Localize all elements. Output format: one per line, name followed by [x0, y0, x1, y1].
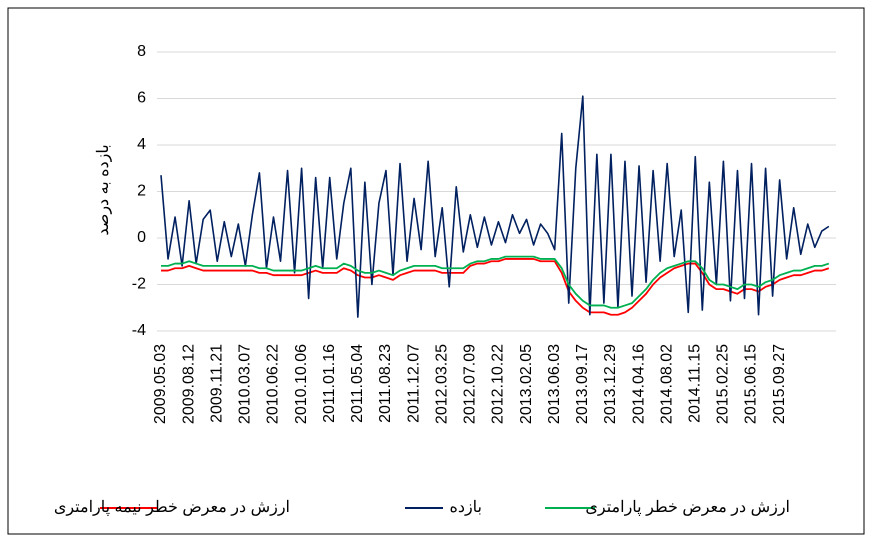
x-tick-label: 2011.01.16 — [321, 344, 338, 423]
x-tick-label: 2009.08.12 — [180, 344, 197, 424]
y-axis-title: بازده به درصد — [95, 144, 112, 235]
x-tick-label: 2012.07.09 — [462, 344, 479, 424]
x-tick-label: 2009.11.21 — [208, 344, 225, 423]
y-tick-label: 6 — [137, 90, 146, 107]
x-tick-label: 2012.03.25 — [433, 344, 450, 424]
y-tick-label: 4 — [137, 136, 146, 153]
y-tick-label: 8 — [137, 43, 146, 60]
x-tick-label: 2010.06.22 — [265, 344, 282, 424]
x-tick-label: 2011.08.23 — [377, 344, 394, 423]
x-tick-label: 2015.09.27 — [771, 344, 788, 424]
x-tick-label: 2015.02.25 — [715, 344, 732, 424]
x-tick-label: 2011.12.07 — [405, 344, 422, 423]
x-tick-label: 2013.12.29 — [602, 344, 619, 424]
x-tick-label: 2013.09.17 — [574, 344, 591, 424]
y-tick-label: -4 — [132, 322, 146, 339]
x-tick-label: 2013.06.03 — [546, 344, 563, 424]
series-line — [160, 95, 830, 318]
x-tick-label: 2014.08.02 — [658, 344, 675, 424]
x-tick-label: 2015.06.15 — [743, 344, 760, 424]
x-tick-label: 2014.04.16 — [630, 344, 647, 424]
x-tick-label: 2010.03.07 — [237, 344, 254, 424]
y-tick-label: -2 — [132, 276, 146, 293]
x-tick-label: 2010.10.06 — [293, 344, 310, 424]
legend-label: ارزش در معرض خطر نیمه پارامتری — [54, 499, 290, 516]
legend-label: بازده — [449, 499, 482, 516]
y-tick-label: 2 — [137, 183, 146, 200]
x-tick-label: 2009.05.03 — [152, 344, 169, 424]
x-tick-label: 2013.02.05 — [518, 344, 535, 424]
x-tick-label: 2014.11.15 — [686, 344, 703, 423]
y-tick-label: 0 — [137, 229, 146, 246]
x-tick-label: 2012.10.22 — [490, 344, 507, 424]
series-line — [161, 258, 830, 316]
legend-label: ارزش در معرض خطر پارامتری — [585, 499, 790, 516]
x-tick-label: 2011.05.04 — [349, 344, 366, 423]
series-line — [161, 255, 830, 309]
